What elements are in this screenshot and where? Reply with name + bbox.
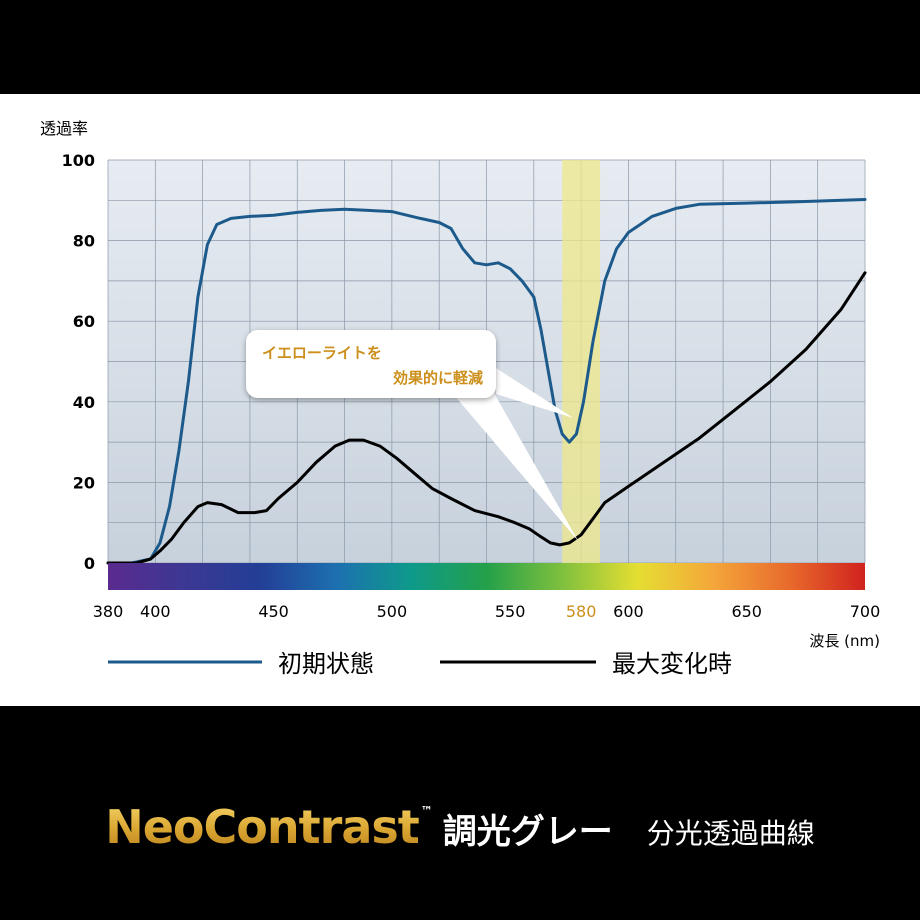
callout-text-line2: 効果的に軽減 bbox=[393, 369, 483, 387]
series-line-initial bbox=[106, 198, 867, 565]
y-axis-label: 透過率 bbox=[40, 119, 88, 138]
x-tick-label: 400 bbox=[140, 602, 171, 621]
y-tick-labels: 0 20 40 60 80 100 bbox=[62, 151, 95, 573]
brand-name: NeoContrast bbox=[105, 800, 419, 854]
callout-pointer-to-blue-curve bbox=[496, 368, 574, 418]
trademark-symbol: ™ bbox=[420, 804, 433, 818]
x-tick-labels: 380 400 450 500 550 580 600 650 700 bbox=[93, 602, 881, 621]
y-tick-label: 20 bbox=[73, 473, 95, 492]
footer-title: NeoContrast ™ 調光グレー 分光透過曲線 bbox=[0, 800, 920, 854]
callout-pointer-to-black-curve bbox=[448, 386, 579, 541]
y-tick-label: 0 bbox=[84, 554, 95, 573]
product-subtitle: 調光グレー bbox=[442, 812, 613, 852]
legend: 初期状態 最大変化時 bbox=[108, 650, 732, 678]
y-tick-label: 60 bbox=[73, 312, 95, 331]
x-tick-label: 600 bbox=[613, 602, 644, 621]
legend-label: 初期状態 bbox=[278, 650, 374, 678]
y-tick-label: 40 bbox=[73, 393, 95, 412]
legend-label: 最大変化時 bbox=[612, 650, 732, 678]
x-tick-label: 550 bbox=[495, 602, 526, 621]
spectrum-bar bbox=[108, 563, 865, 590]
yellow-band-highlight bbox=[562, 160, 601, 563]
y-tick-label: 100 bbox=[62, 151, 95, 170]
x-tick-label: 450 bbox=[258, 602, 289, 621]
series-line-max-change bbox=[106, 271, 867, 565]
x-tick-label: 700 bbox=[850, 602, 881, 621]
callout-text-line1: イエローライトを bbox=[262, 344, 382, 362]
x-tick-label: 580 bbox=[566, 602, 597, 621]
y-tick-label: 80 bbox=[73, 232, 95, 251]
callout-box bbox=[246, 330, 496, 398]
chart-description: 分光透過曲線 bbox=[646, 817, 815, 850]
x-tick-label: 500 bbox=[377, 602, 408, 621]
x-tick-label: 650 bbox=[731, 602, 762, 621]
x-axis-label: 波長 (nm) bbox=[809, 632, 880, 650]
x-tick-label: 380 bbox=[93, 602, 124, 621]
chart-panel: イエローライトを 効果的に軽減 0 20 40 60 80 100 380 400 450 500… bbox=[0, 94, 920, 706]
